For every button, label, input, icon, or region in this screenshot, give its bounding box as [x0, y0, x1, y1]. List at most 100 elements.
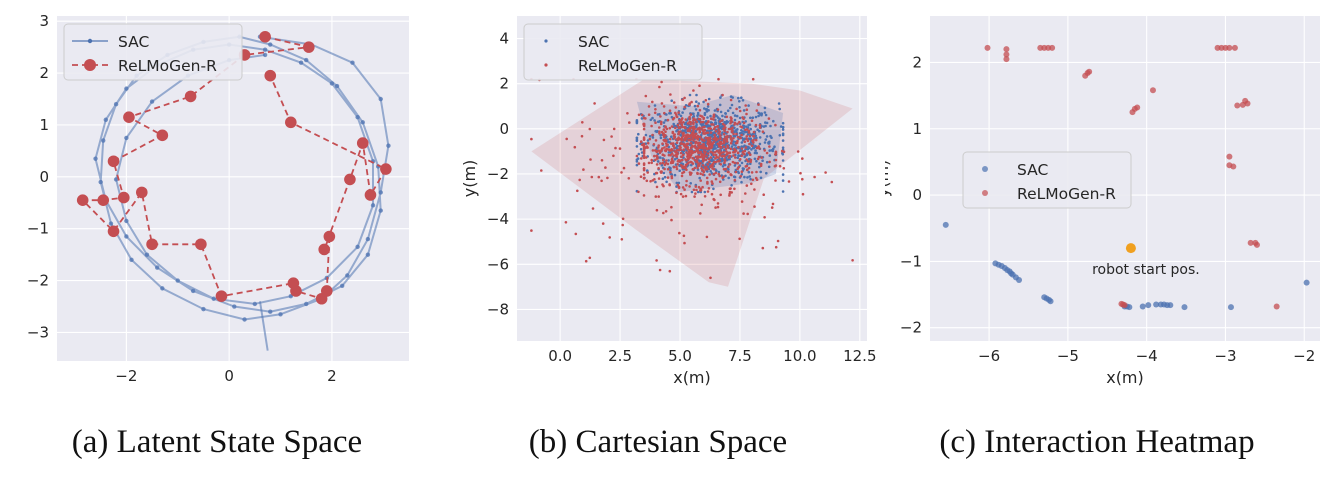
legend: SAC ReLMoGen-R	[63, 23, 243, 81]
sac-point	[715, 114, 718, 118]
relmogen-point	[667, 148, 670, 151]
sac-point	[735, 114, 739, 118]
relmogen-point	[686, 135, 689, 139]
relmogen-point	[683, 96, 686, 100]
relmogen-point	[647, 113, 651, 116]
relmogen-point	[708, 137, 712, 141]
sac-point	[124, 218, 129, 224]
sac-point	[690, 190, 694, 194]
relmogen-point	[684, 118, 688, 121]
y-tick-label: −1	[27, 220, 49, 238]
relmogen-point	[600, 179, 603, 183]
sac-point	[740, 180, 743, 184]
sac-point	[705, 125, 708, 128]
relmogen-point	[701, 160, 705, 163]
sac-point	[731, 111, 735, 115]
sac-point	[697, 102, 701, 105]
relmogen-point	[721, 154, 725, 157]
relmogen-point	[725, 153, 728, 156]
relmogen-point	[695, 188, 698, 192]
sac-point	[712, 155, 715, 159]
relmogen-point	[1121, 302, 1128, 309]
relmogen-point	[688, 115, 691, 119]
relmogen-point	[710, 180, 714, 183]
relmogen-point	[700, 203, 703, 207]
sac-point	[763, 141, 767, 144]
relmogen-point	[673, 150, 677, 153]
relmogen-point	[682, 234, 686, 238]
sac-point	[743, 175, 746, 179]
sac-point	[262, 52, 268, 58]
relmogen-point	[691, 132, 695, 136]
sac-point	[640, 151, 644, 154]
relmogen-point	[285, 116, 297, 129]
sac-point	[688, 93, 692, 97]
relmogen-point	[699, 150, 702, 154]
relmogen-point	[651, 149, 655, 152]
relmogen-point	[195, 238, 207, 251]
relmogen-point	[565, 137, 568, 141]
relmogen-point	[574, 232, 578, 236]
relmogen-point	[688, 126, 692, 130]
relmogen-point	[666, 162, 670, 166]
relmogen-point	[732, 132, 735, 136]
relmogen-point	[678, 121, 681, 125]
relmogen-point	[685, 179, 688, 183]
relmogen-point	[705, 235, 709, 239]
relmogen-point	[640, 157, 643, 160]
sac-point	[211, 296, 216, 301]
sac-point	[740, 161, 744, 165]
relmogen-point	[666, 176, 670, 179]
relmogen-point	[706, 152, 710, 155]
relmogen-point	[718, 131, 721, 135]
relmogen-point	[712, 114, 716, 118]
sac-point	[670, 115, 674, 119]
relmogen-hull	[531, 79, 853, 287]
sac-point	[777, 102, 781, 105]
relmogen-point	[597, 175, 601, 179]
relmogen-point	[380, 163, 392, 175]
x-tick-label: −2	[115, 367, 137, 385]
relmogen-point	[678, 231, 681, 235]
relmogen-point	[729, 121, 732, 125]
relmogen-point	[1234, 102, 1241, 109]
relmogen-point	[641, 143, 644, 147]
sac-point	[635, 136, 639, 140]
sac-point	[695, 100, 698, 103]
relmogen-point	[726, 130, 729, 134]
relmogen-point	[745, 108, 749, 111]
relmogen-point	[682, 153, 685, 157]
relmogen-point	[738, 237, 741, 241]
relmogen-point	[620, 171, 623, 174]
relmogen-point	[156, 129, 169, 142]
x-axis-label: x(m)	[1106, 368, 1144, 387]
sac-point	[649, 118, 653, 122]
relmogen-point	[320, 285, 333, 297]
relmogen-point	[751, 178, 755, 182]
sac-point	[242, 317, 247, 322]
sac-point	[737, 171, 740, 175]
relmogen-point	[758, 147, 761, 150]
relmogen-point	[654, 108, 657, 111]
relmogen-point	[675, 167, 679, 171]
sac-point	[339, 283, 345, 288]
relmogen-point	[696, 166, 699, 170]
relmogen-point	[655, 208, 659, 212]
relmogen-point	[530, 137, 533, 141]
relmogen-point	[655, 185, 659, 189]
relmogen-point	[742, 212, 745, 215]
relmogen-point	[727, 165, 730, 168]
relmogen-point	[728, 151, 732, 154]
relmogen-point	[725, 138, 729, 141]
relmogen-point	[774, 179, 777, 182]
sac-point	[736, 156, 740, 159]
relmogen-point	[651, 100, 654, 104]
sac-point	[772, 147, 775, 151]
relmogen-point	[830, 180, 834, 184]
sac-point	[667, 145, 671, 149]
relmogen-point	[627, 177, 631, 180]
relmogen-point	[663, 111, 666, 115]
relmogen-point	[714, 206, 717, 209]
relmogen-point	[758, 124, 762, 127]
relmogen-point	[694, 192, 697, 195]
